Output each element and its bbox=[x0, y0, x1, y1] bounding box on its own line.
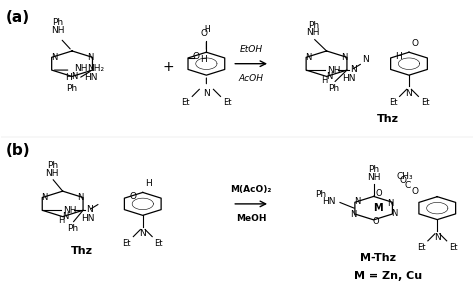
Text: N: N bbox=[362, 55, 368, 64]
Text: CH₃: CH₃ bbox=[396, 172, 413, 181]
Text: NH: NH bbox=[51, 26, 64, 35]
Text: Ph: Ph bbox=[52, 18, 64, 27]
Text: NH: NH bbox=[307, 28, 320, 37]
Text: Et: Et bbox=[417, 243, 426, 252]
Text: N: N bbox=[326, 72, 332, 81]
Text: Ph: Ph bbox=[328, 84, 339, 93]
Text: +: + bbox=[163, 59, 174, 74]
Text: NH: NH bbox=[74, 64, 88, 73]
Text: (b): (b) bbox=[6, 143, 31, 158]
Text: N: N bbox=[71, 72, 78, 81]
Text: N: N bbox=[78, 193, 84, 202]
Text: N: N bbox=[41, 193, 48, 202]
Text: O: O bbox=[411, 39, 419, 48]
Text: EtOH: EtOH bbox=[239, 45, 263, 54]
Text: Ph: Ph bbox=[315, 190, 326, 199]
Text: NH: NH bbox=[64, 206, 77, 215]
Text: N: N bbox=[86, 205, 93, 214]
Text: Et: Et bbox=[449, 243, 457, 252]
Text: N: N bbox=[350, 65, 357, 74]
Text: H: H bbox=[200, 55, 207, 64]
Text: HN: HN bbox=[81, 214, 94, 223]
Text: HN: HN bbox=[84, 73, 98, 82]
Text: H: H bbox=[58, 217, 64, 225]
Text: N: N bbox=[203, 89, 210, 98]
Text: N: N bbox=[51, 53, 57, 62]
Text: NH₂: NH₂ bbox=[87, 64, 104, 73]
Text: Ph: Ph bbox=[67, 224, 78, 233]
Text: N: N bbox=[139, 229, 146, 238]
Text: Et: Et bbox=[182, 98, 190, 107]
Text: Et: Et bbox=[223, 98, 231, 107]
Text: Ph: Ph bbox=[66, 84, 77, 93]
Text: N: N bbox=[87, 53, 93, 62]
Text: N: N bbox=[354, 197, 360, 206]
Text: M = Zn, Cu: M = Zn, Cu bbox=[354, 271, 422, 281]
Text: O: O bbox=[400, 176, 407, 185]
Text: N: N bbox=[350, 210, 356, 219]
Text: Thz: Thz bbox=[71, 246, 92, 256]
Text: NH: NH bbox=[367, 172, 381, 182]
Text: NH: NH bbox=[328, 65, 341, 75]
Text: N: N bbox=[387, 199, 393, 208]
Text: M-Thz: M-Thz bbox=[360, 253, 396, 263]
Text: O: O bbox=[201, 29, 208, 38]
Text: N: N bbox=[434, 233, 441, 242]
Text: AcOH: AcOH bbox=[238, 74, 264, 83]
Text: N: N bbox=[406, 89, 412, 98]
Text: Thz: Thz bbox=[377, 114, 399, 124]
Text: HN: HN bbox=[342, 74, 356, 83]
Text: Et: Et bbox=[389, 98, 397, 107]
Text: N: N bbox=[62, 212, 68, 221]
Text: Et: Et bbox=[122, 239, 131, 248]
Text: H: H bbox=[65, 73, 72, 82]
Text: Ph: Ph bbox=[47, 161, 58, 170]
Text: Et: Et bbox=[155, 239, 163, 248]
Text: O: O bbox=[193, 52, 200, 61]
Text: N: N bbox=[305, 53, 312, 62]
Text: M(AcO)₂: M(AcO)₂ bbox=[230, 185, 272, 194]
Text: H: H bbox=[204, 25, 210, 34]
Text: H: H bbox=[395, 52, 402, 61]
Text: HN: HN bbox=[322, 196, 335, 206]
Text: O: O bbox=[373, 217, 379, 226]
Text: (a): (a) bbox=[6, 10, 30, 25]
Text: M: M bbox=[374, 203, 383, 213]
Text: Ph: Ph bbox=[368, 165, 379, 174]
Text: O: O bbox=[411, 187, 419, 196]
Text: H: H bbox=[321, 76, 327, 85]
Text: N: N bbox=[391, 209, 397, 218]
Text: MeOH: MeOH bbox=[236, 214, 266, 223]
Text: NH: NH bbox=[46, 168, 59, 178]
Text: C: C bbox=[404, 181, 410, 190]
Text: Et: Et bbox=[421, 98, 429, 107]
Text: Ph: Ph bbox=[308, 21, 319, 30]
Text: O: O bbox=[129, 192, 136, 201]
Text: N: N bbox=[341, 53, 348, 62]
Text: H: H bbox=[145, 179, 152, 188]
Text: O: O bbox=[375, 189, 382, 198]
